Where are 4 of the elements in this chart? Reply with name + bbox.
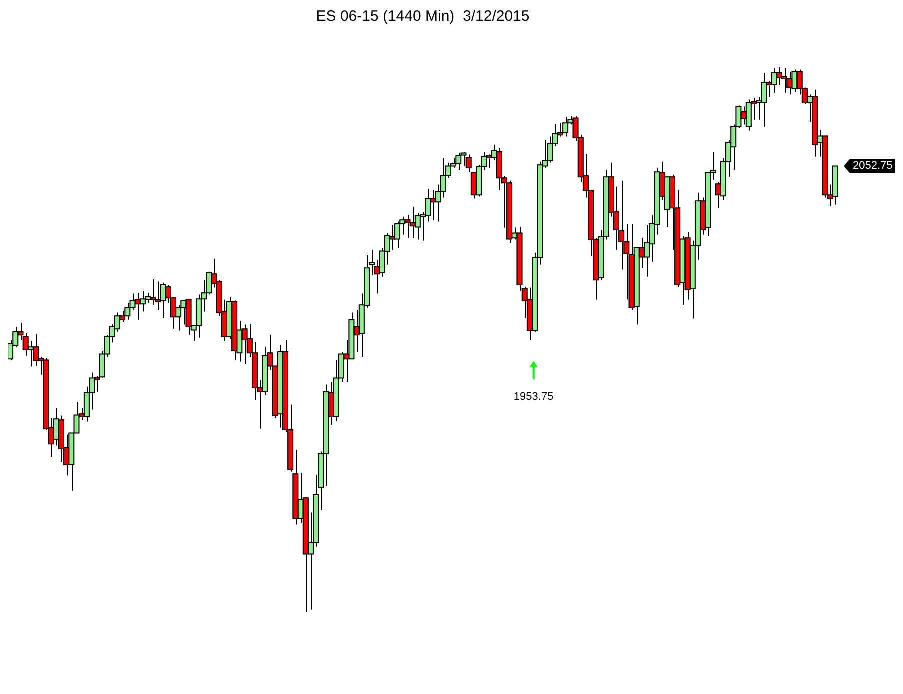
candlestick <box>292 450 299 526</box>
text: 2052.75 <box>853 160 893 172</box>
annotation: 1953.75 <box>514 390 554 403</box>
chart-title: ES 06-15 (1440 Min) 3/12/2015 <box>316 8 530 26</box>
